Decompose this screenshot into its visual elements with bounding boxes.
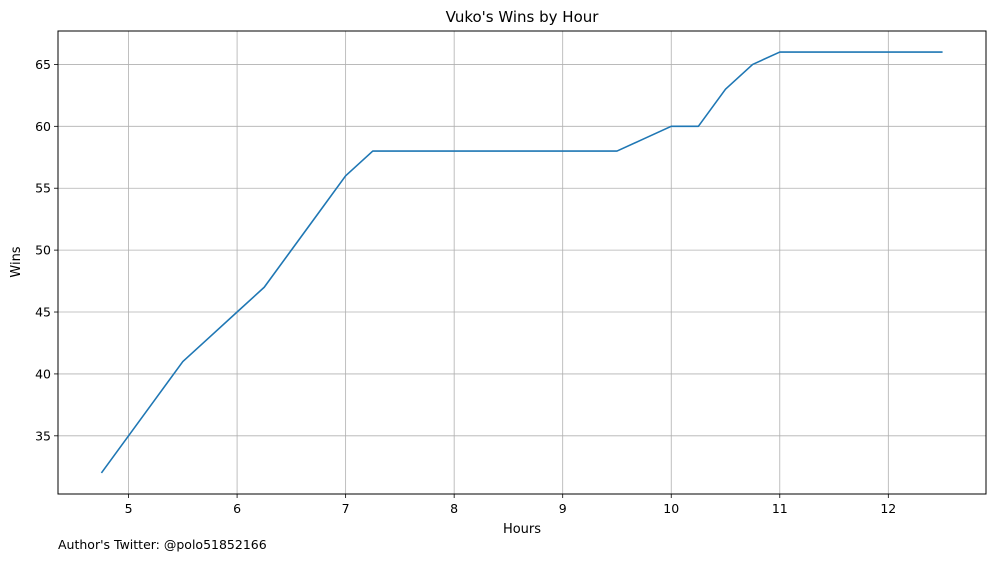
plot-frame: [57, 30, 987, 495]
x-tick-label: 8: [450, 501, 458, 516]
x-tick-label: 6: [233, 501, 241, 516]
chart-title: Vuko's Wins by Hour: [446, 8, 600, 26]
series-line: [100, 51, 943, 474]
y-tick-label: 35: [35, 428, 51, 443]
y-tick-label: 55: [35, 181, 51, 196]
x-tick-label: 9: [559, 501, 567, 516]
x-tick-label: 12: [880, 501, 896, 516]
y-tick-label: 50: [35, 243, 51, 258]
x-tick-label: 10: [663, 501, 679, 516]
y-axis-label: Wins: [9, 246, 24, 277]
x-axis-label: Hours: [503, 522, 541, 537]
author-twitter-note: Author's Twitter: @polo51852166: [58, 537, 267, 552]
grid-lines: [58, 31, 986, 494]
axis-ticks: 5 6 7 8 9 10 11 12 35 40 45 50 55 60 65: [35, 57, 896, 516]
y-tick-label: 45: [35, 305, 51, 320]
x-tick-label: 11: [772, 501, 788, 516]
x-tick-label: 5: [125, 501, 133, 516]
series-layer: [100, 51, 943, 474]
y-tick-label: 40: [35, 366, 51, 381]
y-tick-label: 65: [35, 57, 51, 72]
x-tick-label: 7: [342, 501, 350, 516]
y-tick-label: 60: [35, 119, 51, 134]
